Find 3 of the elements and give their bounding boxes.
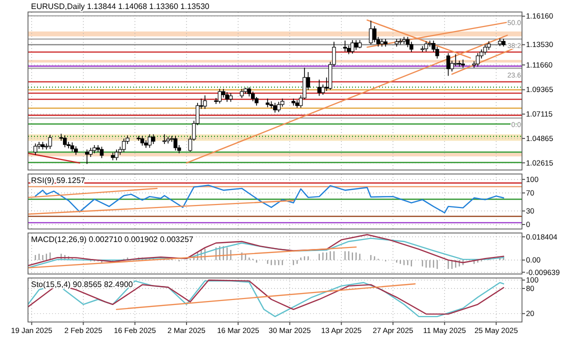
chart-title: EURUSD,Daily 1.13844 1.14068 1.13360 1.13530 <box>31 2 210 11</box>
chart-title: Sto(15,5,4) 90.8565 82.4900 <box>31 280 134 289</box>
chart-title: MACD(12,26,9) 0.002710 0.001902 0.003257 <box>31 235 194 244</box>
